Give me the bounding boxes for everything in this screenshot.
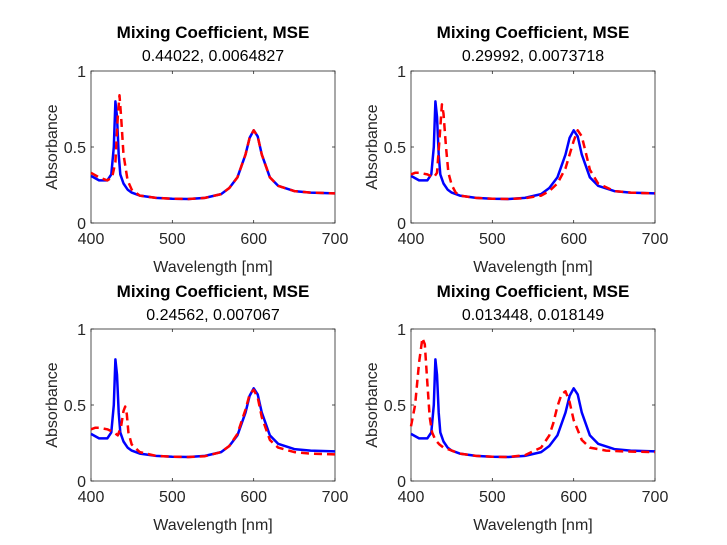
x-axis-label: Wavelength [nm] xyxy=(153,259,272,276)
subplot-subtitle: 0.44022, 0.0064827 xyxy=(142,48,284,65)
x-tick-label: 600 xyxy=(560,231,587,248)
series-measured-line xyxy=(410,100,656,201)
plot-area xyxy=(410,70,656,224)
y-tick-label: 0 xyxy=(397,474,406,491)
x-tick-label: 500 xyxy=(159,231,186,248)
subplot-subtitle: 0.013448, 0.018149 xyxy=(462,307,604,324)
x-tick-label: 700 xyxy=(322,489,349,506)
y-tick-label: 1 xyxy=(397,64,406,81)
x-tick-label: 400 xyxy=(78,231,105,248)
y-tick-label: 0 xyxy=(397,216,406,233)
y-tick-label: 0.5 xyxy=(384,140,406,157)
y-tick-label: 1 xyxy=(77,64,86,81)
y-tick-label: 1 xyxy=(77,322,86,339)
y-tick-label: 0.5 xyxy=(384,398,406,415)
x-tick-label: 700 xyxy=(642,231,669,248)
subplot-3: Mixing Coefficient, MSE 0.24562, 0.00706… xyxy=(44,282,348,534)
series-fit-line xyxy=(410,103,656,201)
subplot-title: Mixing Coefficient, MSE xyxy=(117,282,310,301)
subplot-title: Mixing Coefficient, MSE xyxy=(437,282,630,301)
x-tick-label: 600 xyxy=(560,489,587,506)
x-tick-label: 600 xyxy=(240,489,267,506)
subplot-title: Mixing Coefficient, MSE xyxy=(437,23,630,42)
y-axis-label: Absorbance xyxy=(44,104,61,189)
series-fit-line xyxy=(90,388,336,459)
x-axis-label: Wavelength [nm] xyxy=(473,517,592,534)
y-tick-label: 0.5 xyxy=(64,398,86,415)
y-axis-label: Absorbance xyxy=(364,104,381,189)
x-tick-label: 500 xyxy=(479,231,506,248)
y-tick-label: 0 xyxy=(77,216,86,233)
x-tick-label: 400 xyxy=(398,489,425,506)
x-tick-label: 700 xyxy=(642,489,669,506)
subplot-1: Mixing Coefficient, MSE 0.44022, 0.00648… xyxy=(44,23,348,276)
x-axis-label: Wavelength [nm] xyxy=(153,517,272,534)
x-tick-label: 500 xyxy=(159,489,186,506)
subplot-title: Mixing Coefficient, MSE xyxy=(117,23,310,42)
x-tick-label: 400 xyxy=(78,489,105,506)
x-axis-label: Wavelength [nm] xyxy=(473,259,592,276)
x-tick-label: 400 xyxy=(398,231,425,248)
y-tick-label: 1 xyxy=(397,322,406,339)
subplot-subtitle: 0.29992, 0.0073718 xyxy=(462,48,604,65)
x-tick-label: 600 xyxy=(240,231,267,248)
y-axis-label: Absorbance xyxy=(364,362,381,447)
y-axis-label: Absorbance xyxy=(44,362,61,447)
y-tick-label: 0 xyxy=(77,474,86,491)
x-tick-label: 700 xyxy=(322,231,349,248)
plot-area xyxy=(410,328,656,482)
x-tick-label: 500 xyxy=(479,489,506,506)
plot-area xyxy=(90,328,336,482)
series-fit-line xyxy=(409,336,656,459)
subplot-2: Mixing Coefficient, MSE 0.29992, 0.00737… xyxy=(364,23,668,276)
subplot-subtitle: 0.24562, 0.007067 xyxy=(146,307,280,324)
y-tick-label: 0.5 xyxy=(64,140,86,157)
series-fit-line xyxy=(90,94,336,201)
subplot-4: Mixing Coefficient, MSE 0.013448, 0.0181… xyxy=(364,282,668,534)
plot-area xyxy=(90,70,336,224)
